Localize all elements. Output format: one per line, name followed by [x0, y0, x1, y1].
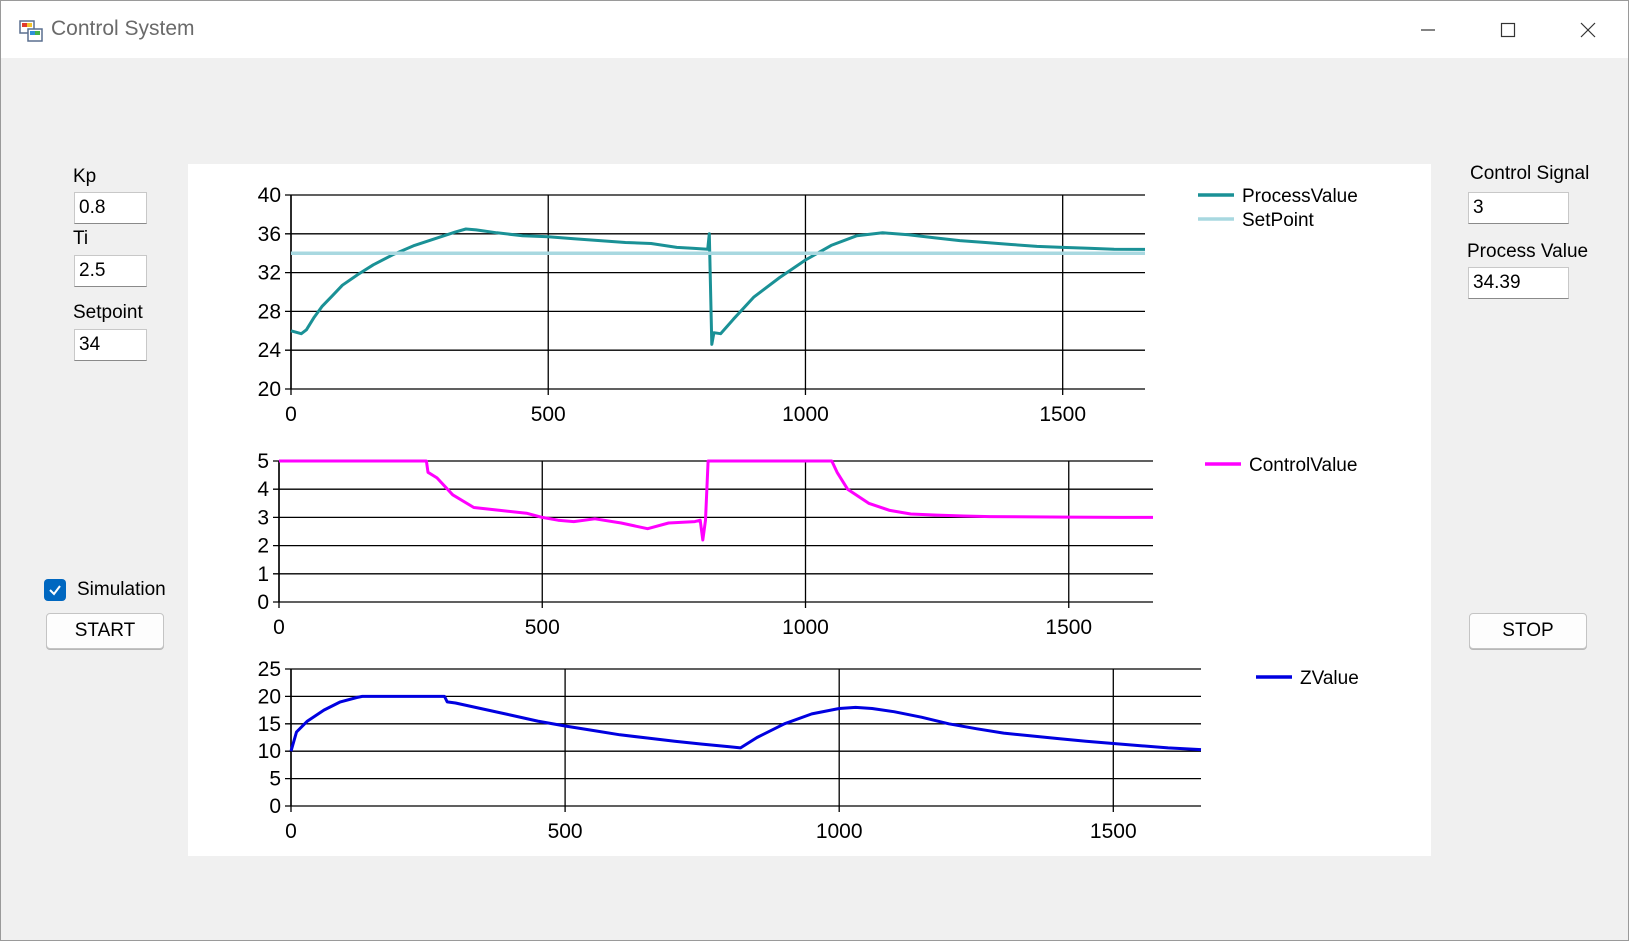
setpoint-input[interactable]	[74, 329, 147, 361]
series-line-zvalue	[289, 694, 1202, 752]
simulation-checkbox[interactable]	[44, 579, 66, 601]
y-tick-label: 20	[258, 685, 281, 708]
maximize-button[interactable]	[1468, 1, 1548, 58]
series-line-controlvalue	[279, 459, 1153, 542]
x-tick-label: 0	[273, 616, 285, 639]
y-tick-label: 5	[269, 768, 281, 791]
y-tick-label: 3	[257, 506, 269, 529]
x-tick-label: 1000	[816, 820, 863, 843]
x-tick-label: 0	[285, 403, 297, 426]
window-title: Control System	[51, 17, 195, 40]
close-icon	[1580, 22, 1596, 37]
x-tick-label: 1000	[782, 616, 829, 639]
chart-panel: 20 24 28 32 36 40 0 500 1000 1500 ProcessValue SetP…	[188, 164, 1431, 856]
control-signal-label: Control Signal	[1470, 163, 1590, 184]
minimize-icon	[1421, 28, 1435, 31]
x-tick-label: 500	[525, 616, 560, 639]
process-value-field[interactable]	[1468, 267, 1569, 299]
legend-label: ControlValue	[1249, 455, 1357, 476]
close-button[interactable]	[1548, 1, 1628, 58]
x-tick-label: 1500	[1039, 403, 1086, 426]
legend-label: ProcessValue	[1242, 186, 1358, 207]
setpoint-label: Setpoint	[73, 302, 143, 323]
y-tick-label: 40	[258, 184, 281, 207]
x-tick-label: 1500	[1045, 616, 1092, 639]
stop-button[interactable]: STOP	[1469, 613, 1587, 649]
series-line-processvalue	[290, 227, 1146, 346]
kp-input[interactable]	[74, 192, 147, 224]
x-tick-label: 0	[285, 820, 297, 843]
y-tick-label: 5	[257, 450, 269, 473]
app-icon	[19, 20, 43, 42]
title-bar[interactable]: Control System	[1, 1, 1628, 58]
y-tick-label: 25	[258, 658, 281, 681]
y-tick-label: 2	[257, 535, 269, 558]
x-tick-label: 1500	[1090, 820, 1137, 843]
legend-label: ZValue	[1300, 668, 1359, 689]
client-area: Kp Ti Setpoint Simulation START Control …	[1, 58, 1628, 940]
y-tick-label: 4	[257, 478, 269, 501]
kp-label: Kp	[73, 166, 97, 187]
x-tick-label: 500	[531, 403, 566, 426]
simulation-label[interactable]: Simulation	[77, 579, 166, 600]
y-tick-label: 10	[258, 740, 281, 763]
ti-label: Ti	[73, 228, 89, 249]
x-tick-label: 500	[548, 820, 583, 843]
y-tick-label: 1	[257, 563, 269, 586]
process-value-label: Process Value	[1467, 241, 1589, 262]
y-tick-label: 15	[258, 713, 281, 736]
control-signal-field[interactable]	[1468, 192, 1569, 224]
maximize-icon	[1500, 22, 1516, 37]
y-tick-label: 20	[258, 378, 281, 401]
y-tick-label: 28	[258, 300, 281, 323]
minimize-button[interactable]	[1388, 1, 1468, 58]
start-button[interactable]: START	[46, 613, 164, 649]
checkmark-icon	[49, 585, 61, 596]
legend-label: SetPoint	[1242, 210, 1315, 231]
y-tick-label: 36	[258, 223, 281, 246]
x-tick-label: 1000	[782, 403, 829, 426]
y-tick-label: 24	[258, 339, 282, 362]
y-tick-label: 0	[269, 795, 281, 818]
y-tick-label: 32	[258, 262, 281, 285]
y-tick-label: 0	[257, 591, 269, 614]
ti-input[interactable]	[74, 255, 147, 287]
